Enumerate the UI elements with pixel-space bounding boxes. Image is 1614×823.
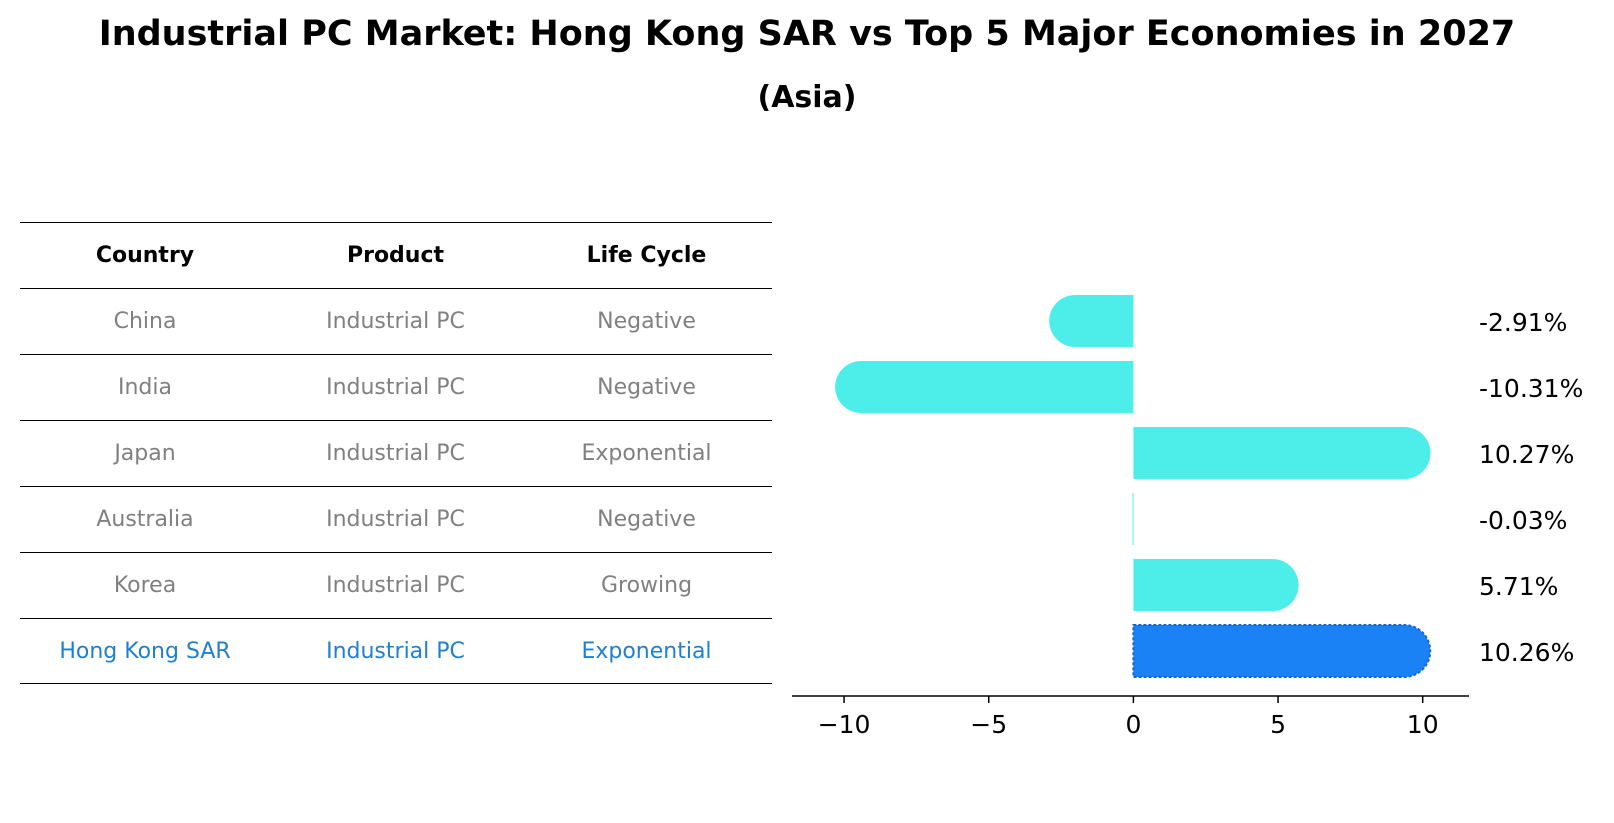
x-tick-label: 10 bbox=[1407, 710, 1439, 739]
bar-china bbox=[1049, 295, 1134, 347]
cell-product: Industrial PC bbox=[326, 573, 465, 598]
chart-title: Industrial PC Market: Hong Kong SAR vs T… bbox=[98, 14, 1516, 54]
chart-subtitle: (Asia) bbox=[757, 80, 857, 115]
cell-product: Industrial PC bbox=[326, 507, 465, 532]
table-header-row: Country Product Life Cycle bbox=[20, 222, 772, 288]
cell-life-cycle: Negative bbox=[597, 375, 696, 400]
data-table: Country Product Life Cycle China Industr… bbox=[20, 222, 772, 684]
cell-life-cycle: Negative bbox=[597, 309, 696, 334]
value-label: 10.26% bbox=[1479, 638, 1574, 667]
x-tick-label: −5 bbox=[970, 710, 1007, 739]
cell-country: China bbox=[113, 309, 177, 334]
header-country: Country bbox=[95, 243, 195, 268]
header-product: Product bbox=[346, 243, 445, 268]
bar-korea bbox=[1133, 559, 1299, 611]
table-row: Korea Industrial PC Growing bbox=[20, 552, 772, 618]
cell-country: Korea bbox=[113, 573, 177, 598]
cell-life-cycle: Negative bbox=[597, 507, 696, 532]
bar-india bbox=[835, 361, 1134, 413]
x-tick-label: −10 bbox=[818, 710, 871, 739]
cell-life-cycle: Exponential bbox=[581, 441, 712, 466]
value-label: -0.03% bbox=[1479, 506, 1567, 535]
cell-country: Australia bbox=[96, 507, 194, 532]
cell-country: Japan bbox=[114, 441, 176, 466]
table-row: China Industrial PC Negative bbox=[20, 288, 772, 354]
value-label: -10.31% bbox=[1479, 374, 1583, 403]
x-tick-label: 5 bbox=[1270, 710, 1286, 739]
cell-product: Industrial PC bbox=[326, 309, 465, 334]
cell-country: India bbox=[118, 375, 172, 400]
x-tick-label: 0 bbox=[1125, 710, 1141, 739]
cell-life-cycle: Growing bbox=[600, 573, 693, 598]
header-life-cycle: Life Cycle bbox=[586, 243, 707, 268]
bar-hong-kong-sar bbox=[1132, 624, 1432, 678]
cell-country: Hong Kong SAR bbox=[59, 639, 231, 664]
cell-product: Industrial PC bbox=[326, 639, 465, 664]
cell-product: Industrial PC bbox=[326, 441, 465, 466]
value-label: 5.71% bbox=[1479, 572, 1558, 601]
cell-product: Industrial PC bbox=[326, 375, 465, 400]
bar-japan bbox=[1133, 427, 1431, 479]
table-row: Japan Industrial PC Exponential bbox=[20, 420, 772, 486]
table-row-highlighted: Hong Kong SAR Industrial PC Exponential bbox=[20, 618, 772, 684]
bar-australia bbox=[1132, 493, 1134, 545]
cell-life-cycle: Exponential bbox=[581, 639, 712, 664]
table-row: India Industrial PC Negative bbox=[20, 354, 772, 420]
value-label: -2.91% bbox=[1479, 308, 1567, 337]
value-label: 10.27% bbox=[1479, 440, 1574, 469]
table-row: Australia Industrial PC Negative bbox=[20, 486, 772, 552]
